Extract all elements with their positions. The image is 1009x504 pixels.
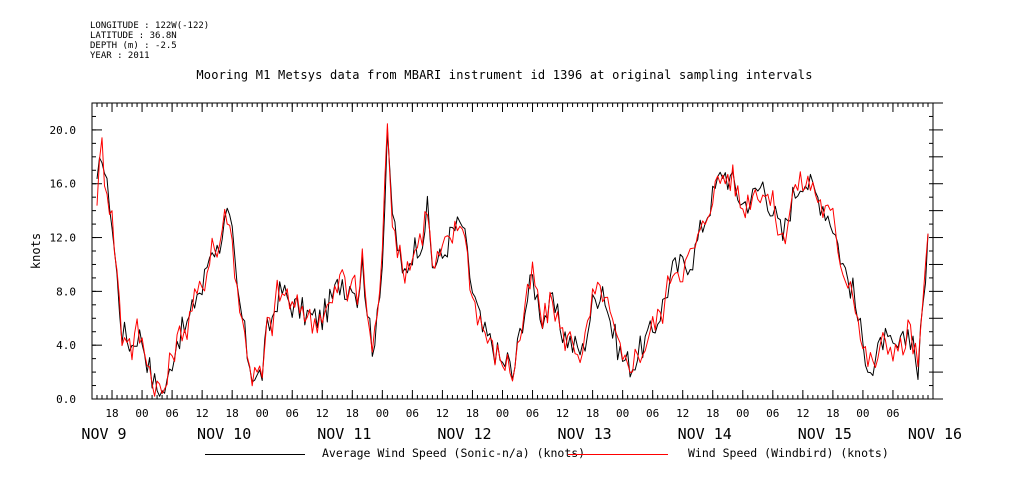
- x-tick-label: 06: [406, 407, 419, 420]
- x-tick-label: 00: [376, 407, 389, 420]
- x-day-label: NOV 10: [197, 425, 251, 443]
- x-tick-label: 18: [466, 407, 479, 420]
- series-line-average-sonic: [96, 129, 929, 397]
- depth-text: DEPTH (m) : -2.5: [90, 41, 177, 51]
- x-tick-label: 18: [346, 407, 359, 420]
- x-tick-label: 18: [586, 407, 599, 420]
- x-tick-label: 00: [856, 407, 869, 420]
- y-tick-label: 16.0: [50, 178, 77, 191]
- x-day-label: NOV 16: [908, 425, 962, 443]
- y-tick-label: 12.0: [50, 232, 77, 245]
- x-tick-label: 00: [135, 407, 148, 420]
- x-day-label: NOV 14: [678, 425, 732, 443]
- latitude-text: LATITUDE : 36.8N: [90, 31, 177, 41]
- chart-title: Mooring M1 Metsys data from MBARI instru…: [196, 68, 813, 82]
- x-tick-label: 06: [526, 407, 539, 420]
- y-axis-label: knots: [29, 233, 43, 269]
- x-tick-label: 06: [766, 407, 779, 420]
- x-tick-label: 18: [826, 407, 839, 420]
- x-day-label: NOV 11: [317, 425, 371, 443]
- x-tick-label: 00: [256, 407, 269, 420]
- x-tick-label: 18: [105, 407, 118, 420]
- legend-label-average: Average Wind Speed (Sonic-n/a) (knots): [322, 446, 586, 460]
- y-tick-label: 8.0: [56, 285, 76, 298]
- x-tick-label: 00: [496, 407, 509, 420]
- x-tick-label: 06: [165, 407, 178, 420]
- x-tick-label: 00: [616, 407, 629, 420]
- x-tick-label: 06: [646, 407, 659, 420]
- x-tick-label: 12: [436, 407, 449, 420]
- x-tick-label: 06: [886, 407, 899, 420]
- y-tick-label: 4.0: [56, 339, 76, 352]
- x-tick-label: 12: [316, 407, 329, 420]
- x-tick-label: 12: [196, 407, 209, 420]
- x-tick-label: 18: [226, 407, 239, 420]
- legend-swatch-windbird: [568, 454, 668, 455]
- series-line-windbird: [96, 123, 929, 397]
- y-tick-label: 0.0: [56, 393, 76, 406]
- x-day-label: NOV 9: [81, 425, 126, 443]
- longitude-text: LONGITUDE : 122W(-122): [90, 21, 210, 31]
- x-tick-label: 18: [706, 407, 719, 420]
- legend-label-windbird: Wind Speed (Windbird) (knots): [688, 446, 889, 460]
- metadata-block: LONGITUDE : 122W(-122) LATITUDE : 36.8N …: [90, 21, 209, 61]
- x-day-label: NOV 15: [798, 425, 852, 443]
- year-text: YEAR : 2011: [90, 51, 150, 61]
- x-tick-label: 12: [676, 407, 689, 420]
- x-tick-label: 00: [736, 407, 749, 420]
- x-tick-label: 12: [796, 407, 809, 420]
- x-tick-label: 06: [286, 407, 299, 420]
- x-day-label: NOV 13: [557, 425, 611, 443]
- y-tick-label: 20.0: [50, 124, 77, 137]
- axes: 18 00 06 12 18 00 06 12 18 00 06 12 18 00 06 12 18 00 06 12…: [50, 102, 962, 443]
- x-day-label: NOV 12: [437, 425, 491, 443]
- legend-swatch-average: [205, 454, 305, 455]
- series-layer: [96, 123, 929, 397]
- x-tick-label: 12: [556, 407, 569, 420]
